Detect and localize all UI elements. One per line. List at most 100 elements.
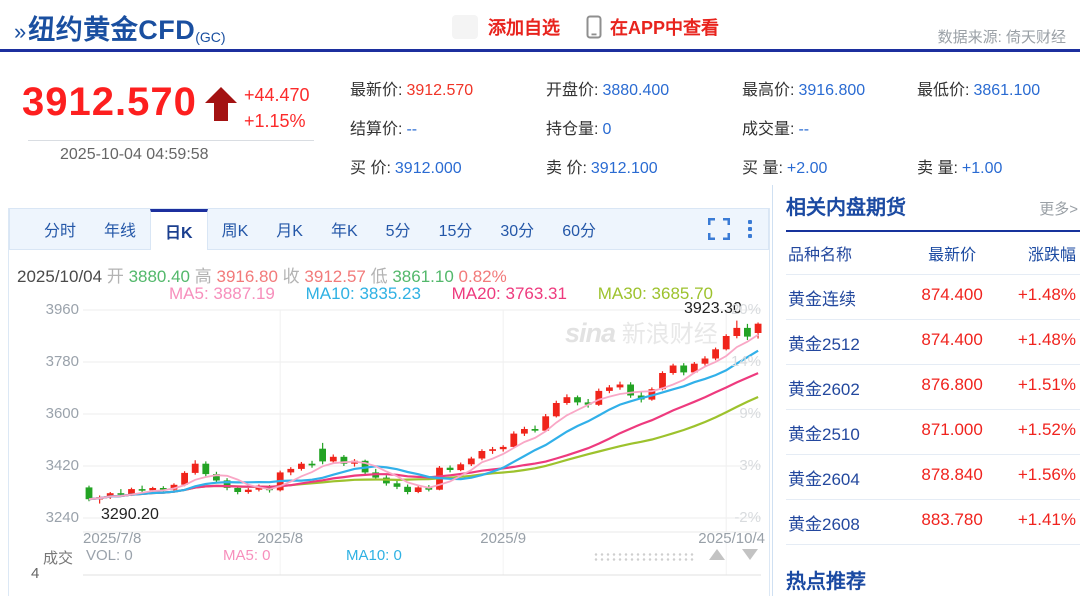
zoom-in-arrow-icon[interactable] — [709, 549, 725, 560]
open-value: 3880.40 — [128, 267, 191, 286]
low-value: 3861.10 — [392, 267, 454, 286]
add-watchlist-button[interactable]: 添加自选 — [488, 18, 560, 38]
star-icon[interactable] — [452, 15, 478, 39]
kline-svg — [83, 309, 762, 576]
y-axis-tick: 3600 — [45, 405, 79, 422]
contract-name: 黄金2604 — [788, 470, 860, 489]
y-axis-tick: 3780 — [45, 353, 79, 370]
contract-name: 黄金2512 — [788, 335, 860, 354]
last-price: 883.780 — [921, 510, 983, 529]
volume-scale-label: 4 — [31, 565, 40, 582]
contract-name: 黄金2602 — [788, 380, 860, 399]
ma-info-line: MA5: 3887.19 MA10: 3835.23 MA20: 3763.31… — [169, 284, 739, 304]
hot-recommend-section: 热点推荐 商品: 商品行情外盘期货期货换算 — [786, 559, 1080, 596]
change-percent: +1.41% — [1017, 510, 1076, 529]
y-axis-tick: 3960 — [45, 301, 79, 318]
table-row[interactable]: 黄金2602 876.800 +1.51% — [786, 365, 1080, 410]
tab-日K[interactable]: 日K — [150, 209, 208, 250]
contract-name: 黄金2608 — [788, 515, 860, 534]
change-percent: +1.48% — [1017, 285, 1076, 304]
tab-年线[interactable]: 年线 — [104, 223, 137, 240]
table-row[interactable]: 黄金2512 874.400 +1.48% — [786, 320, 1080, 365]
table-body: 黄金连续 874.400 +1.48% 黄金2512 874.400 +1.48% 黄金26… — [786, 275, 1080, 545]
instrument-title: » 纽约黄金CFD (GC) — [14, 8, 226, 47]
quote-field: 卖 量: +1.00 — [917, 160, 1003, 177]
data-source-label: 数据来源: 倚天财经 — [937, 29, 1066, 46]
last-price: 874.400 — [921, 285, 983, 304]
y-axis-tick: 3240 — [45, 509, 79, 526]
close-value: 3912.57 — [304, 267, 366, 286]
y-axis-tick: 3420 — [45, 457, 79, 474]
last-price: 878.840 — [921, 465, 983, 484]
percent-axis-tick: 14% — [730, 353, 761, 370]
quote-field: 买 价: 3912.000 — [350, 160, 462, 177]
high-annotation: 3923.30 — [684, 300, 742, 317]
contract-name: 黄金2510 — [788, 425, 860, 444]
x-axis-label: 2025/10/4 — [698, 530, 765, 547]
table-row[interactable]: 黄金2604 878.840 +1.56% — [786, 455, 1080, 500]
phone-icon — [586, 15, 602, 39]
tab-分时[interactable]: 分时 — [44, 223, 77, 240]
high-value: 3916.80 — [216, 267, 278, 286]
bar-percent: 0.82% — [458, 267, 507, 286]
percent-axis-tick: -2% — [734, 509, 761, 526]
volume-value: VOL: 0 — [86, 547, 133, 564]
quote-field: 卖 价: 3912.100 — [546, 160, 658, 177]
view-in-app-link[interactable]: 在APP中查看 — [610, 18, 720, 38]
table-row[interactable]: 黄金2510 871.000 +1.52% — [786, 410, 1080, 455]
tab-15分[interactable]: 15分 — [438, 223, 473, 240]
divider — [28, 140, 314, 141]
tab-月K[interactable]: 月K — [276, 223, 303, 240]
table-row[interactable]: 黄金2608 883.780 +1.41% — [786, 500, 1080, 545]
quote-field: 持仓量: 0 — [546, 121, 612, 138]
price-change: +44.470 +1.15% — [244, 82, 310, 134]
volume-pane-label: 成交 — [43, 550, 74, 567]
title-marker-icon: » — [14, 19, 27, 44]
change-percent: +1.52% — [1017, 420, 1076, 439]
quote-field: 开盘价: 3880.400 — [546, 82, 670, 99]
x-axis-label: 2025/9 — [480, 530, 527, 547]
change-percent: +1.56% — [1017, 465, 1076, 484]
bar-date: 2025/10/04 — [17, 267, 103, 286]
last-price: 876.800 — [921, 375, 983, 394]
quote-field: 最低价: 3861.100 — [917, 82, 1041, 99]
tab-60分[interactable]: 60分 — [562, 223, 596, 240]
page-title: 纽约黄金CFD — [28, 15, 196, 45]
quote-field: 最高价: 3916.800 — [742, 82, 866, 99]
percent-axis-tick: 3% — [739, 457, 761, 474]
percent-axis-tick: 20% — [730, 301, 761, 318]
panel-title: 相关内盘期货 — [786, 197, 906, 219]
chart-card: 分时 年线 日K 周K 月K 年K 5分 15分 30分 60分 2025/10/04 开 388… — [8, 208, 770, 596]
percent-axis-tick: 9% — [739, 405, 761, 422]
more-link[interactable]: 更多> — [1039, 201, 1078, 218]
last-price: 874.400 — [921, 330, 983, 349]
quote-field: 结算价: -- — [350, 121, 418, 138]
tab-5分[interactable]: 5分 — [385, 223, 411, 240]
last-price: 3912.570 — [22, 80, 197, 124]
tab-30分[interactable]: 30分 — [500, 223, 535, 240]
low-annotation: 3290.20 — [101, 506, 159, 523]
x-axis-label: 2025/7/8 — [83, 530, 142, 547]
last-price: 871.000 — [921, 420, 983, 439]
hot-title: 热点推荐 — [786, 571, 866, 593]
change-percent: +1.15% — [244, 111, 306, 131]
ma10-value: MA10: 3835.23 — [305, 284, 421, 303]
volume-ma5: MA5: 0 — [223, 547, 271, 564]
quote-field: 买 量: +2.00 — [742, 160, 828, 177]
candlestick-chart[interactable]: sina 新浪财经 3923.30 3290.20 成交 VOL: 0 MA5:… — [9, 300, 769, 596]
tab-年K[interactable]: 年K — [330, 223, 358, 240]
change-value: +44.470 — [244, 85, 310, 105]
table-header: 品种名称 最新价 涨跌幅 — [786, 232, 1080, 275]
quote-field: 成交量: -- — [742, 121, 810, 138]
zoom-out-arrow-icon[interactable] — [742, 549, 758, 560]
change-percent: +1.51% — [1017, 375, 1076, 394]
menu-kebab-icon[interactable] — [748, 220, 752, 238]
instrument-symbol: (GC) — [195, 29, 226, 45]
quote-field: 最新价: 3912.570 — [350, 82, 474, 99]
period-tabbar: 分时 年线 日K 周K 月K 年K 5分 15分 30分 60分 — [9, 208, 769, 250]
tab-周K[interactable]: 周K — [221, 223, 249, 240]
zoom-slider-handle[interactable] — [593, 552, 695, 561]
table-row[interactable]: 黄金连续 874.400 +1.48% — [786, 275, 1080, 320]
fullscreen-icon[interactable] — [708, 218, 730, 240]
